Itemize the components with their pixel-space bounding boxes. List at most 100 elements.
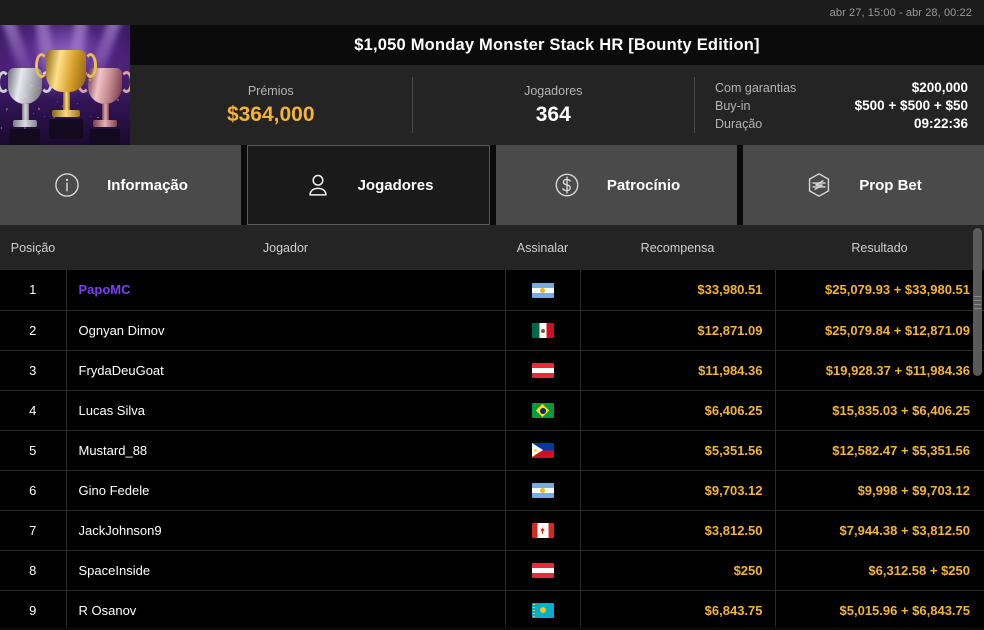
col-header-reward: Recompensa [580, 225, 775, 270]
cell-flag [505, 390, 580, 430]
cell-player[interactable]: PapoMC [66, 270, 505, 310]
cell-result: $9,998 + $9,703.12 [775, 470, 984, 510]
cell-flag [505, 590, 580, 627]
tab-patrocinio-label: Patrocínio [607, 177, 680, 194]
cell-player[interactable]: SpaceInside [66, 550, 505, 590]
cell-flag [505, 310, 580, 350]
table-row[interactable]: 2 Ognyan Dimov $12,871.09 $25,079.84 + $12,… [0, 310, 984, 350]
gold-trophy-icon [46, 50, 86, 139]
cell-flag [505, 430, 580, 470]
flag-canada [532, 523, 554, 538]
cell-player[interactable]: FrydaDeuGoat [66, 350, 505, 390]
info-row-buyin: Buy-in $500 + $500 + $50 [715, 98, 968, 113]
info-duration-value: 09:22:36 [914, 116, 968, 131]
dollar-circle-icon [553, 171, 581, 199]
cell-reward: $5,351.56 [580, 430, 775, 470]
cell-reward: $9,703.12 [580, 470, 775, 510]
stat-players-label: Jogadores [524, 84, 582, 98]
table-row[interactable]: 8 SpaceInside $250 $6,312.58 + $250 [0, 550, 984, 590]
cell-reward: $11,984.36 [580, 350, 775, 390]
cell-result: $5,015.96 + $6,843.75 [775, 590, 984, 627]
cell-position: 3 [0, 350, 66, 390]
flag-argentina [532, 283, 554, 298]
cell-result: $25,079.84 + $12,871.09 [775, 310, 984, 350]
page-title: $1,050 Monday Monster Stack HR [Bounty E… [354, 36, 759, 55]
tab-prop-bet-label: Prop Bet [859, 177, 922, 194]
table-scrollbar-thumb[interactable] [973, 228, 982, 376]
table-scrollbar[interactable] [973, 225, 982, 627]
cell-reward: $33,980.51 [580, 270, 775, 310]
person-icon [304, 171, 332, 199]
cell-reward: $6,406.25 [580, 390, 775, 430]
info-duration-label: Duração [715, 117, 762, 131]
cell-position: 1 [0, 270, 66, 310]
results-table-body: 1 PapoMC $33,980.51 $25,079.93 + $33,980.51… [0, 270, 984, 627]
cell-position: 7 [0, 510, 66, 550]
cell-position: 9 [0, 590, 66, 627]
table-row[interactable]: 7 JackJohnson9 $3,812.50 $7,944.38 + $3,812… [0, 510, 984, 550]
info-buyin-value: $500 + $500 + $50 [855, 98, 968, 113]
stats-strip: Prémios $364,000 Jogadores 364 Com garan… [130, 65, 984, 145]
tab-patrocinio[interactable]: Patrocínio [496, 145, 737, 225]
flag-austria [532, 563, 554, 578]
table-header-row: Posição Jogador Assinalar Recompensa Res… [0, 225, 984, 270]
cell-flag [505, 270, 580, 310]
table-row[interactable]: 5 Mustard_88 $5,351.56 $12,582.47 + $5,351.… [0, 430, 984, 470]
hexagon-bolt-icon [805, 171, 833, 199]
cell-flag [505, 350, 580, 390]
cell-position: 4 [0, 390, 66, 430]
flag-kazakhstan [532, 603, 554, 618]
table-row[interactable]: 9R Osanov $6,843.75 $5,015.96 + $6,843.75 [0, 590, 984, 627]
info-buyin-label: Buy-in [715, 99, 750, 113]
cell-position: 8 [0, 550, 66, 590]
stat-players-value: 364 [536, 103, 571, 127]
cell-flag [505, 470, 580, 510]
cell-player[interactable]: JackJohnson9 [66, 510, 505, 550]
info-row-duration: Duração 09:22:36 [715, 116, 968, 131]
results-table: Posição Jogador Assinalar Recompensa Res… [0, 225, 984, 627]
col-header-position: Posição [0, 225, 66, 270]
silver-trophy-icon [8, 68, 42, 145]
date-range-bar: abr 27, 15:00 - abr 28, 00:22 [0, 0, 984, 25]
tab-jogadores[interactable]: Jogadores [247, 145, 490, 225]
tab-prop-bet[interactable]: Prop Bet [743, 145, 984, 225]
results-table-head: Posição Jogador Assinalar Recompensa Res… [0, 225, 984, 270]
info-row-guarantee: Com garantias $200,000 [715, 80, 968, 95]
info-guarantee-label: Com garantias [715, 81, 796, 95]
stat-prizes-value: $364,000 [227, 103, 315, 127]
cell-position: 6 [0, 470, 66, 510]
col-header-player: Jogador [66, 225, 505, 270]
bronze-trophy-icon [88, 68, 122, 145]
cell-player[interactable]: Mustard_88 [66, 430, 505, 470]
tournament-info-block: Com garantias $200,000 Buy-in $500 + $50… [695, 65, 984, 145]
cell-player[interactable]: Ognyan Dimov [66, 310, 505, 350]
cell-result: $15,835.03 + $6,406.25 [775, 390, 984, 430]
cell-flag [505, 510, 580, 550]
cell-player[interactable]: R Osanov [66, 590, 505, 627]
info-guarantee-value: $200,000 [912, 80, 968, 95]
cell-player[interactable]: Gino Fedele [66, 470, 505, 510]
table-row[interactable]: 3 FrydaDeuGoat $11,984.36 $19,928.37 + $11,… [0, 350, 984, 390]
tournament-header: $1,050 Monday Monster Stack HR [Bounty E… [0, 25, 984, 145]
cell-reward: $3,812.50 [580, 510, 775, 550]
cell-reward: $6,843.75 [580, 590, 775, 627]
table-row[interactable]: 4 Lucas Silva $6,406.25 $15,835.03 + $6,406… [0, 390, 984, 430]
cell-player[interactable]: Lucas Silva [66, 390, 505, 430]
cell-reward: $250 [580, 550, 775, 590]
results-table-container: Posição Jogador Assinalar Recompensa Res… [0, 225, 984, 627]
cell-result: $6,312.58 + $250 [775, 550, 984, 590]
cell-result: $19,928.37 + $11,984.36 [775, 350, 984, 390]
three-trophies-image [0, 25, 130, 145]
stat-players: Jogadores 364 [413, 65, 695, 145]
flag-argentina [532, 483, 554, 498]
cell-reward: $12,871.09 [580, 310, 775, 350]
tab-jogadores-label: Jogadores [358, 177, 434, 194]
cell-result: $12,582.47 + $5,351.56 [775, 430, 984, 470]
table-row[interactable]: 1 PapoMC $33,980.51 $25,079.93 + $33,980.51 [0, 270, 984, 310]
flag-philippines [532, 443, 554, 458]
tab-bar: Informação Jogadores Patrocínio [0, 145, 984, 225]
col-header-flag: Assinalar [505, 225, 580, 270]
flag-brazil [532, 403, 554, 418]
tab-informacao[interactable]: Informação [0, 145, 241, 225]
table-row[interactable]: 6 Gino Fedele $9,703.12 $9,998 + $9,703.12 [0, 470, 984, 510]
